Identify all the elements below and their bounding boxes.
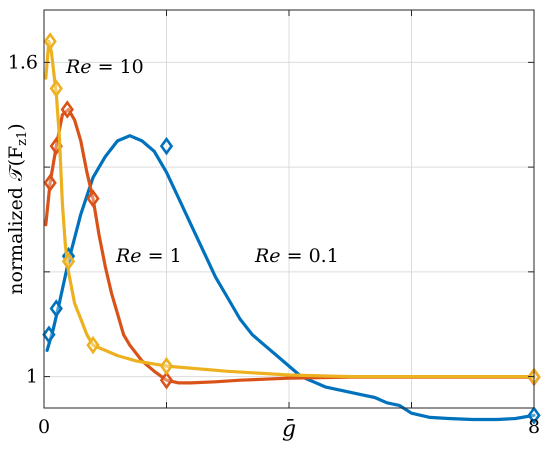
series-label-re-1-var: Re	[115, 245, 142, 267]
series-marker-re-0-1-1	[49, 299, 63, 318]
series-marker-re-10-1	[49, 79, 63, 98]
series-label-re-0-1-value: = 0.1	[287, 245, 339, 267]
y-axis-label: normalized 𝒯(Fz1)	[5, 123, 30, 294]
series-marker-re-1-0	[43, 173, 57, 193]
series-marker-re-10-0	[43, 32, 57, 51]
series-line-re-0-1	[45, 134, 536, 422]
series-label-re-10-value: = 10	[98, 56, 144, 78]
series-marker-re-10-4	[159, 356, 174, 376]
series-marker-re-1-2	[60, 100, 74, 119]
y-axis-label-main: normalized 𝒯(F	[5, 146, 27, 295]
series-marker-re-0-1-0	[42, 325, 56, 344]
series-label-re-0-1: Re = 0.1	[254, 245, 339, 267]
series-label-re-0-1-var: Re	[254, 245, 281, 267]
series-label-re-10: Re = 10	[65, 56, 144, 78]
series-marker-re-10-2	[61, 252, 76, 271]
series-marker-re-1-4	[159, 371, 174, 390]
series-marker-re-10-3	[86, 335, 100, 355]
series-layer	[42, 32, 541, 425]
series-line-re-10	[44, 39, 536, 379]
x-tick-label-4: 8	[528, 416, 540, 438]
x-axis-label: ḡ	[282, 417, 296, 442]
x-tick-label-0: 0	[38, 416, 50, 438]
series-re-10	[43, 32, 541, 386]
series-line-re-1	[44, 107, 536, 385]
series-label-re-10-var: Re	[65, 56, 92, 78]
series-marker-re-0-1-4	[527, 406, 541, 425]
series-marker-re-0-1-3	[159, 136, 174, 156]
series-marker-re-1-3	[86, 189, 100, 208]
series-label-re-1: Re = 1	[115, 245, 182, 267]
y-tick-label-0: 1	[26, 366, 38, 388]
y-tick-label-3: 1.6	[8, 51, 38, 73]
series-label-re-1-value: = 1	[148, 245, 182, 267]
y-axis-label-close: )	[5, 123, 27, 130]
y-axis-label-sub: z1	[15, 131, 30, 146]
axis-ticks: 0 8 1 1.6	[8, 10, 540, 438]
